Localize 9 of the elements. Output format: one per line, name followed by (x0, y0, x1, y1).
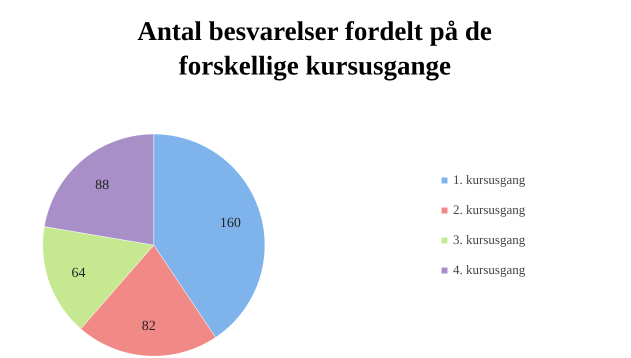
data-label: 160 (220, 216, 241, 231)
chart-title: Antal besvarelser fordelt på de forskellige kursusgange (137, 16, 492, 81)
data-label: 82 (142, 318, 156, 334)
legend-label: 2. kursusgang (453, 202, 526, 218)
data-label: 88 (95, 178, 110, 194)
data-label: 64 (71, 266, 86, 281)
legend-label: 4. kursusgang (453, 262, 526, 278)
legend-label: 1. kursusgang (453, 172, 526, 188)
legend-label: 3. kursusgang (453, 232, 526, 248)
